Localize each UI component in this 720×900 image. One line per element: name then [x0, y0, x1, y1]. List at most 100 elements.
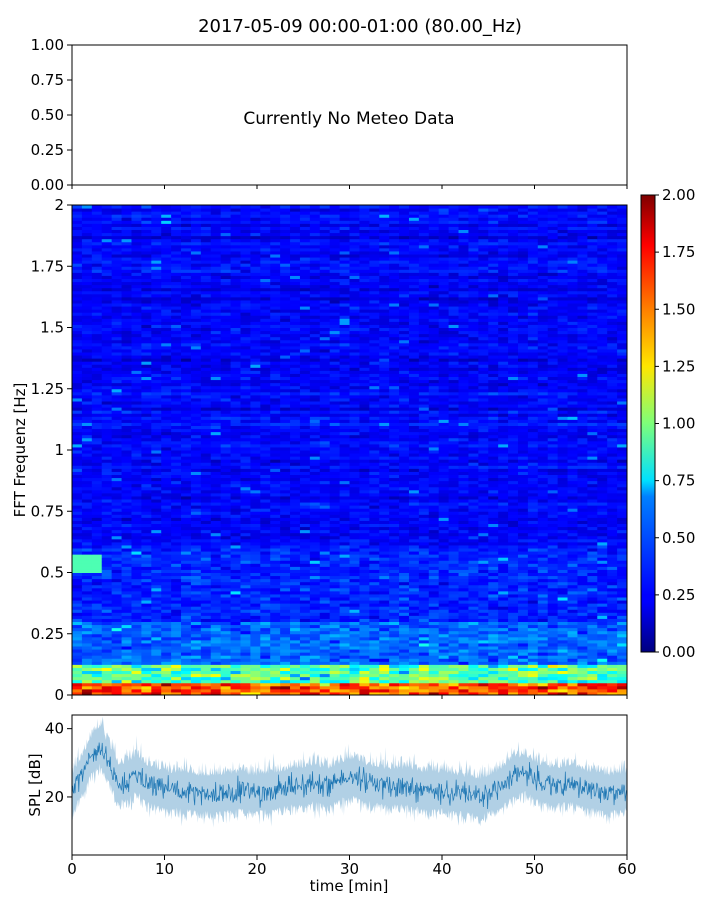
spectrogram-cell	[438, 685, 450, 690]
spectrogram-cell	[290, 456, 301, 460]
spectrogram-cell	[111, 652, 123, 656]
spectrogram-cell	[418, 639, 430, 644]
spectrogram-cell	[200, 606, 212, 610]
spectrogram-cell	[329, 446, 341, 451]
spectrogram-cell	[250, 636, 261, 641]
spectrogram-cell	[181, 566, 192, 570]
spectrogram-cell	[190, 499, 202, 503]
spectrogram-cell	[181, 575, 192, 580]
spectrogram-cell	[72, 691, 83, 696]
spectrogram-cell	[240, 621, 251, 626]
spectrogram-cell	[389, 425, 400, 430]
spectrogram-cell	[220, 434, 232, 439]
spectrogram-cell	[121, 465, 132, 469]
spectrogram-cell	[230, 440, 241, 445]
spectrogram-cell	[547, 646, 559, 650]
spectrogram-cell	[339, 526, 350, 531]
spectrogram-cell	[260, 661, 271, 665]
spectrogram-cell	[379, 627, 390, 632]
spectrogram-cell	[81, 560, 93, 564]
spectrogram-cell	[250, 425, 261, 430]
spectrogram-cell	[617, 520, 628, 524]
spectrogram-cell	[418, 548, 430, 552]
spectrogram-cell	[537, 450, 549, 454]
spectrogram-cell	[91, 646, 103, 650]
spectrogram-cell	[181, 646, 192, 650]
spectrogram-cell	[240, 612, 251, 616]
spectrogram-cell	[607, 456, 618, 460]
spectrogram-cell	[557, 584, 569, 589]
spectrogram-cell	[151, 483, 162, 488]
spectrogram-cell	[508, 615, 519, 619]
spectrogram-cell	[230, 642, 241, 647]
spectrogram-cell	[151, 593, 162, 598]
spectrogram-cell	[81, 541, 93, 546]
spectrogram-cell	[270, 434, 281, 439]
spectrogram-cell	[161, 627, 172, 632]
spectrogram-cell	[181, 450, 192, 454]
spectrogram-cell	[329, 572, 341, 577]
spectrogram-cell	[250, 676, 261, 681]
spectrogram-cell	[498, 587, 509, 592]
spectrogram-cell	[230, 646, 241, 650]
spectrogram-cell	[329, 597, 341, 601]
spectrogram-cell	[171, 554, 182, 558]
spectrogram-cell	[329, 434, 341, 439]
spectrogram-cell	[617, 691, 628, 696]
spectrogram-cell	[151, 422, 162, 426]
spectrogram-cell	[161, 587, 172, 592]
spectrogram-cell	[339, 428, 350, 433]
spectrogram-cell	[260, 422, 271, 426]
spectrogram-cell	[151, 554, 162, 558]
spectrogram-cell	[339, 618, 350, 622]
spectrogram-cell	[280, 511, 291, 515]
spectrogram-cell	[399, 548, 410, 552]
spectrogram-cell	[577, 538, 588, 543]
spectrogram-cell	[290, 517, 301, 521]
spectrogram-cell	[111, 544, 123, 549]
spectrogram-cell	[220, 544, 232, 549]
spectrogram-cell	[329, 437, 341, 442]
spectrogram-cell	[438, 443, 450, 448]
spectrogram-cell	[547, 627, 559, 632]
spectrogram-cell	[448, 480, 460, 485]
spectrogram-cell	[280, 446, 291, 451]
spectrogram-cell	[468, 428, 479, 433]
spectrogram-cell	[617, 676, 628, 681]
spectrogram-cell	[517, 642, 529, 647]
spectrogram-cell	[508, 437, 519, 442]
spectrogram-cell	[230, 437, 241, 442]
spectrogram-cell	[81, 649, 93, 653]
spectrogram-cell	[121, 483, 132, 488]
spectrogram-cell	[478, 600, 489, 604]
spectrogram-cell	[299, 492, 311, 497]
spectrogram-cell	[181, 465, 192, 469]
spectrogram-cell	[111, 618, 123, 622]
spectrogram-cell	[488, 437, 499, 442]
spectrogram-cell	[359, 465, 370, 469]
spectrogram-cell	[517, 450, 529, 454]
spectrogram-cell	[488, 670, 499, 675]
spectrogram-cell	[141, 597, 152, 601]
spectrogram-cell	[131, 603, 142, 607]
spectrogram-cell	[220, 667, 232, 671]
spectrogram-cell	[488, 422, 499, 426]
spectrogram-cell	[299, 627, 311, 632]
spectrogram-cell	[418, 532, 430, 537]
spectrogram-cell	[508, 502, 519, 506]
spectrogram-cell	[151, 477, 162, 482]
spectrogram-cell	[478, 563, 489, 567]
spectrogram-cell	[587, 590, 598, 595]
spectrogram-cell	[339, 440, 350, 445]
spectrogram-cell	[72, 685, 83, 690]
spectrogram-cell	[547, 621, 559, 626]
spectrogram-cell	[577, 664, 588, 668]
spectrogram-cell	[171, 437, 182, 442]
spectrogram-cell	[190, 551, 202, 555]
spectrogram-cell	[329, 440, 341, 445]
spectrogram-cell	[468, 495, 479, 500]
spectrogram-cell	[567, 603, 578, 607]
spectrogram-cell	[597, 688, 608, 693]
spectrogram-cell	[190, 600, 202, 604]
spectrogram-cell	[508, 679, 519, 684]
